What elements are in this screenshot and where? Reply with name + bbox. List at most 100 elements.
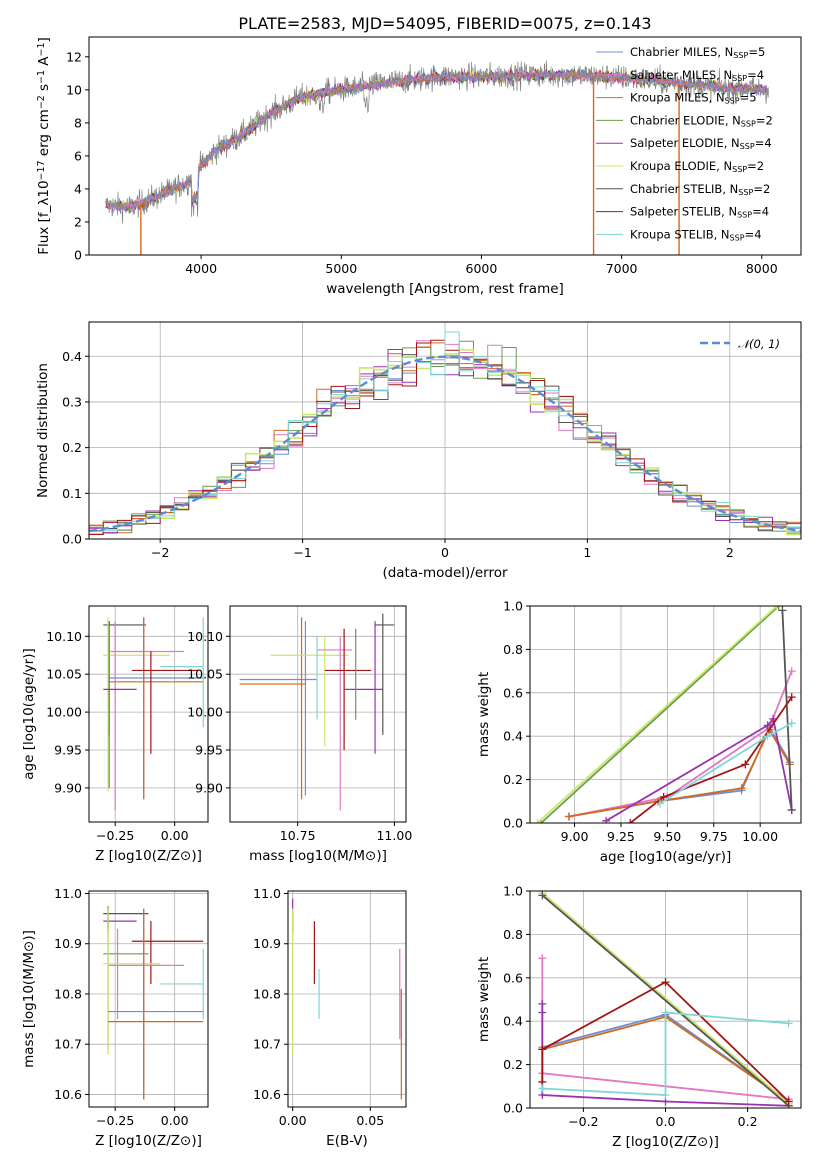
mass-vs-z-ytick-label: 10.6 <box>54 1087 82 1102</box>
weight-vs-age-ytick-label: 1.0 <box>503 599 523 614</box>
weight-vs-age-marker-5-1 <box>772 606 781 610</box>
legend-label-0: Chabrier MILES, NSSP=5 <box>630 45 765 60</box>
weight-vs-age-line-6 <box>781 610 793 811</box>
spectrum-xtick-label: 8000 <box>746 261 778 276</box>
age-vs-mass-points <box>239 613 395 811</box>
mass-vs-ebv-ytick-label: 10.8 <box>253 986 281 1001</box>
weight-vs-z-line-7 <box>541 980 790 1103</box>
mass-vs-z-points <box>103 906 204 1100</box>
residuals-ytick-label: 0.3 <box>62 394 82 409</box>
age-vs-z-points <box>103 617 204 811</box>
weight-vs-age-marker-2-2 <box>737 784 746 793</box>
age-vs-z-xlabel: Z [log10(Z/Z⊙)] <box>95 848 202 864</box>
weight-vs-z-line-5 <box>541 892 790 1105</box>
residuals-ytick-label: 0.4 <box>62 349 82 364</box>
weight-vs-age-frame <box>529 605 802 824</box>
model-spectrum-0 <box>105 69 769 213</box>
weight-vs-age-marker-4-1 <box>763 721 772 730</box>
weight-vs-z-marker-8-2 <box>661 1008 670 1017</box>
age-vs-z-ylabel: age [log10(age/yr)] <box>21 648 37 780</box>
weight-vs-z-ytick-label: 0.2 <box>503 1057 523 1072</box>
weight-vs-age-xlabel: age [log10(age/yr)] <box>600 849 732 865</box>
weight-vs-z-ytick-label: 0.0 <box>503 1101 523 1116</box>
residuals-xtick-label: 2 <box>726 545 734 560</box>
spectrum-ytick-label: 12 <box>66 49 82 64</box>
age-vs-mass-ytick-label: 10.10 <box>187 629 223 644</box>
weight-vs-age-marker-6-1 <box>787 805 796 814</box>
age-vs-mass-xtick-label: 11.00 <box>376 828 412 843</box>
residuals-xtick-label: −2 <box>151 545 169 560</box>
legend-label-8: Kroupa STELIB, NSSP=4 <box>630 227 762 242</box>
weight-vs-age-marker-3-1 <box>774 606 783 610</box>
mass-vs-ebv-ytick-label: 10.9 <box>253 936 281 951</box>
weight-vs-z-marker-8-0 <box>538 1084 547 1093</box>
age-vs-z-ytick-label: 10.05 <box>46 667 82 682</box>
weight-vs-age-marker-2-0 <box>564 812 573 821</box>
weight-vs-z-line-6 <box>541 894 790 1107</box>
weight-vs-age-xtick-label: 10.00 <box>742 829 778 844</box>
weight-vs-age-line-4 <box>605 716 793 822</box>
weight-vs-age-ytick-label: 0.0 <box>503 816 523 831</box>
age-vs-z-frame <box>88 605 209 823</box>
legend-label-1: Salpeter MILES, NSSP=4 <box>630 68 764 83</box>
mass-vs-z-xtick-label: −0.25 <box>96 1113 134 1128</box>
spectrum-xtick-label: 5000 <box>325 261 357 276</box>
mass-vs-ebv-frame <box>287 890 407 1108</box>
weight-vs-age-marker-8-1 <box>763 732 772 741</box>
weight-vs-age-line-0 <box>568 725 791 818</box>
mass-vs-z-ytick-label: 10.9 <box>54 936 82 951</box>
spectrum-ytick-label: 6 <box>74 148 82 163</box>
mass-vs-ebv-xtick-label: 0.05 <box>356 1113 384 1128</box>
mass-vs-ebv-ytick-label: 10.6 <box>253 1087 281 1102</box>
spectrum-xlabel: wavelength [Angstrom, rest frame] <box>326 281 564 297</box>
spectrum-xtick-label: 7000 <box>606 261 638 276</box>
mass-vs-z-ytick-label: 10.7 <box>54 1037 82 1052</box>
mass-vs-z-frame <box>88 890 209 1108</box>
residuals-frame <box>88 321 802 540</box>
residuals-ylabel: Normed distribution <box>35 363 51 498</box>
weight-vs-age-marker-7-2 <box>741 760 750 769</box>
weight-vs-age-ytick-label: 0.2 <box>503 772 523 787</box>
histograms <box>89 331 801 536</box>
mass-vs-ebv-ytick-label: 11.0 <box>253 886 281 901</box>
weight-vs-age-xtick-label: 9.75 <box>700 829 728 844</box>
residuals-xtick-label: −1 <box>293 545 311 560</box>
residuals-xtick-label: 1 <box>583 545 591 560</box>
weight-vs-age-marker-8-0 <box>655 799 664 808</box>
weight-vs-age-line-1 <box>568 670 793 818</box>
age-vs-z-xtick-label: −0.25 <box>96 828 134 843</box>
mass-vs-ebv-ytick-label: 10.7 <box>253 1037 281 1052</box>
weight-vs-z-marker-4-0 <box>538 999 547 1008</box>
residuals-ytick-label: 0.1 <box>62 486 82 501</box>
residuals-ytick-label: 0.0 <box>62 532 82 547</box>
weight-vs-age-line-5 <box>536 606 778 823</box>
weight-vs-z-ytick-label: 0.4 <box>503 1014 523 1029</box>
spectrum-ytick-label: 0 <box>74 248 82 263</box>
weight-vs-z-xtick-label: 0.0 <box>656 1114 676 1129</box>
spectrum-lines <box>105 60 769 255</box>
legend-label-6: Chabrier STELIB, NSSP=2 <box>630 182 770 197</box>
weight-vs-age-marker-7-1 <box>659 792 668 801</box>
weight-vs-age-marker-6-0 <box>778 606 787 615</box>
weight-vs-z-marker-7-3 <box>784 1097 793 1106</box>
spectrum-ylabel: Flux [f_λ10−17 erg cm−2 s−1 A−1] <box>36 37 52 254</box>
legend-label-3: Chabrier ELODIE, NSSP=2 <box>630 113 773 128</box>
residuals-xtick-label: 0 <box>441 545 449 560</box>
weight-vs-age-line-3 <box>540 606 780 823</box>
weight-vs-z-marker-4-1 <box>538 1008 547 1017</box>
age-vs-mass-xtick-label: 10.75 <box>280 828 316 843</box>
weight-vs-z-marker-7-1 <box>538 1045 547 1054</box>
weight-vs-z-xtick-label: 0.2 <box>738 1114 758 1129</box>
weight-vs-z-series <box>538 891 793 1108</box>
age-vs-z-xtick-label: 0.00 <box>161 828 189 843</box>
age-vs-z-ytick-label: 10.10 <box>46 629 82 644</box>
weight-vs-z-ylabel: mass weight <box>476 957 492 1042</box>
weight-vs-age-series <box>533 606 796 823</box>
age-vs-z-ytick-label: 9.90 <box>54 780 82 795</box>
spectrum-ytick-label: 10 <box>66 82 82 97</box>
age-vs-mass-frame <box>229 605 407 823</box>
weight-vs-z-line-8 <box>542 1011 789 1096</box>
spectrum-ytick-label: 2 <box>74 214 82 229</box>
age-vs-mass-ytick-label: 9.90 <box>195 780 223 795</box>
weight-vs-z-ytick-label: 1.0 <box>503 884 523 899</box>
